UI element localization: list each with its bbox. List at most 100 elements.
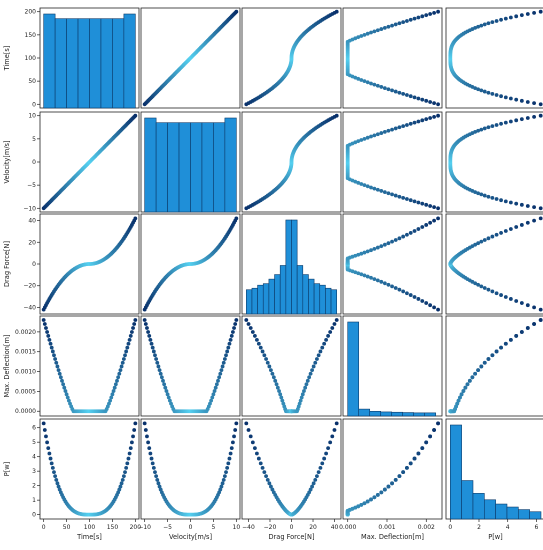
panel-frame [445,111,543,213]
histogram-bar [268,278,275,315]
panel-velocity-m-s-vs-velocity-m-s [140,111,241,213]
scatter-point [428,303,433,308]
x-tick-label: 150 [107,524,119,531]
y-tick-label: 0.0015 [15,349,36,356]
y-axis-label: Max. Deflection[m] [3,335,11,398]
histogram-bar [66,18,79,109]
scatter-point [405,93,409,97]
scatter-point [401,195,406,200]
scatter-point [332,322,337,326]
scatter-point [386,87,391,92]
scatter-point [54,477,59,482]
scatter-point [324,337,329,342]
y-tick-label: 100 [25,55,37,62]
scatter-point [473,242,478,247]
histogram-bar [296,265,304,315]
scatter-point [154,474,159,479]
scatter-point [432,305,436,310]
scatter-point [375,187,380,192]
scatter-point [211,392,216,397]
scatter-point [459,392,464,397]
panel-p-w-vs-drag-force-n [241,418,342,520]
scatter-point [302,389,306,393]
scatter-point [461,389,466,393]
scatter-point [369,497,373,502]
scatter-point [41,318,46,322]
x-axis-label: Drag Force[N] [268,533,314,541]
scatter-point [311,364,316,369]
scatter-point [365,274,370,279]
scatter-point [133,113,138,118]
scatter-point [486,21,491,26]
scatter-point [503,341,508,346]
scatter-point [151,349,156,354]
scatter-point [476,128,481,133]
scatter-point [538,9,543,14]
scatter-point [375,278,380,283]
scatter-point [359,272,364,277]
scatter-point [532,218,536,223]
scatter-point [525,100,530,104]
scatter-point [424,13,429,18]
scatter-point [473,130,478,134]
scatter-point [129,330,134,334]
scatter-point [508,337,513,342]
scatter-point [220,364,225,369]
scatter-point [486,357,491,361]
scatter-point [219,484,224,489]
scatter-point [143,428,148,432]
scatter-point [113,382,118,387]
scatter-point [58,375,63,380]
histogram-bar [461,480,474,520]
scatter-point [486,194,491,199]
scatter-point [232,326,236,330]
x-tick-label: 40 [331,524,339,531]
scatter-point [386,24,391,29]
scatter-point [476,87,481,92]
scatter-point [250,440,255,445]
scatter-point [154,357,159,361]
scatter-point [45,440,50,445]
scatter-point [129,440,134,445]
x-tick-label: 0.001 [378,524,395,531]
scatter-point [532,114,536,119]
scatter-point [436,216,440,221]
scatter-point [330,326,335,330]
scatter-point [490,124,495,129]
scatter-point [382,130,387,134]
scatter-point [519,202,524,207]
scatter-point [222,474,227,479]
scatter-point [156,364,161,369]
scatter-point [405,197,409,201]
scatter-point [390,239,394,244]
scatter-point [157,368,162,373]
scatter-point [424,440,429,445]
scatter-point [164,389,169,393]
panel-drag-force-n-vs-max-deflection-m [342,213,443,315]
scatter-point [372,247,377,251]
scatter-point [159,375,164,380]
x-tick-label: −40 [242,524,255,531]
panel-frame [342,7,443,109]
panel-velocity-m-s-vs-time-s [39,111,140,213]
histogram-bar [285,219,292,315]
scatter-point [280,398,285,403]
scatter-point [514,225,519,229]
y-axis-label: Time[s] [3,46,11,72]
scatter-point [473,371,478,376]
scatter-point [133,318,138,322]
scatter-point [324,451,329,456]
scatter-point [476,24,481,29]
scatter-point [525,220,530,225]
scatter-point [525,116,530,120]
scatter-point [156,481,161,486]
scatter-point [61,382,66,387]
scatter-point [432,101,436,106]
scatter-point [369,248,373,253]
scatter-point [436,102,440,107]
scatter-point [486,287,491,292]
scatter-point [420,225,425,229]
y-tick-label: 20 [28,239,36,246]
y-tick-label: 6 [32,425,36,432]
histogram-bar [358,408,371,417]
